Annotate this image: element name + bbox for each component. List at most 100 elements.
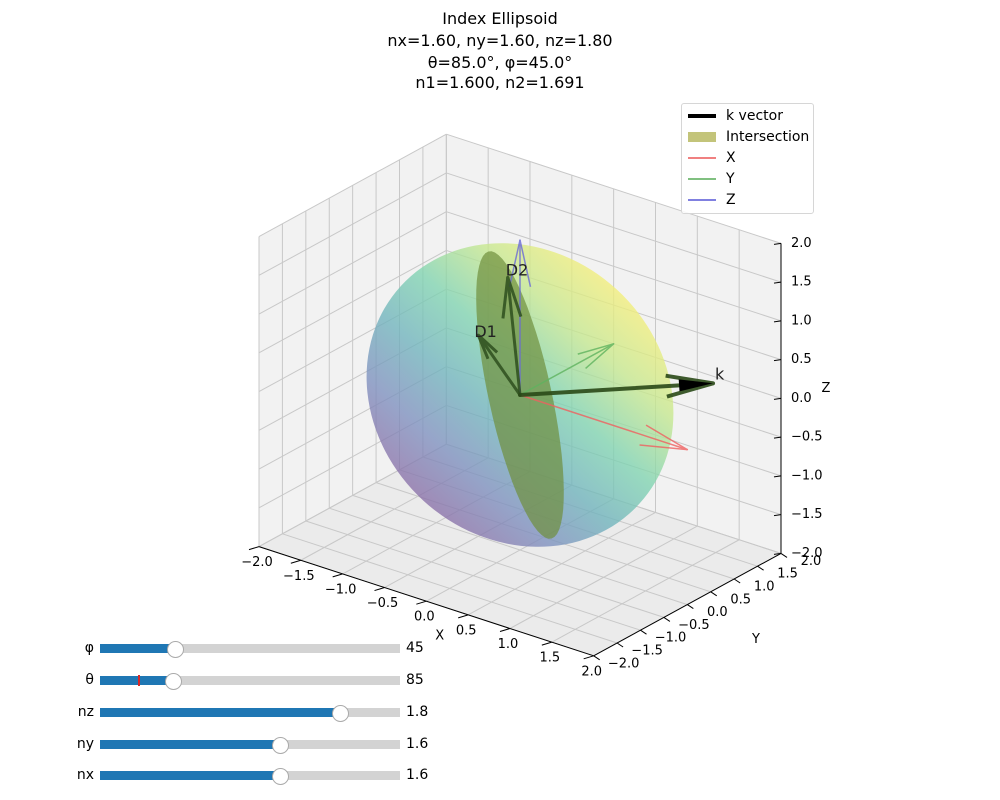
y-tick [616,642,624,648]
x-tick-label: 1.5 [540,651,561,666]
slider-ny[interactable]: ny 1.6 [0,734,460,754]
grid-line [446,172,782,283]
d1-arrow-head [476,334,490,360]
slider-label: nx [76,767,94,783]
slider-value: 1.6 [406,767,429,783]
title-line-1: Index Ellipsoid [442,9,558,28]
slider-nx[interactable]: nx 1.6 [0,765,460,785]
y-axis-arrow-head [577,343,614,355]
x-tick [374,587,385,592]
slider-label: θ [85,672,94,688]
slider-track[interactable] [100,705,400,722]
legend-swatch-x [688,157,716,159]
z-tick [773,552,782,555]
title-line-2: nx=1.60, ny=1.60, nz=1.80 [387,31,613,50]
y-tick [757,565,764,571]
grid-line [352,494,688,606]
legend-swatch-k-vector [688,114,716,118]
x-tick-label: 2.0 [581,664,602,679]
legend-swatch-intersection [688,132,716,142]
k-vector-head [678,379,713,392]
slider-track[interactable] [100,768,400,785]
x-tick [458,614,469,619]
z-tick [773,397,782,400]
grid-line [258,133,447,238]
y-tick-label: −0.5 [678,618,710,633]
slider-handle[interactable] [167,641,184,658]
x-axis-arrow-head [645,424,688,451]
slider-fill [100,740,280,749]
slider-label: ny [76,736,94,752]
grid-line [467,512,656,616]
z-axis-label: Z [822,381,831,396]
y-axis-arrow-shaft [519,343,615,396]
slider-label: nz [77,704,94,720]
k-vector-arrow-head [665,373,714,386]
slider-fill [100,644,175,653]
d2-arrow-head [506,276,523,318]
slider-track[interactable] [100,641,400,658]
y-tick-label: 0.5 [730,592,751,607]
d2-arrow-head [501,277,510,319]
slider-phi[interactable]: φ 45 [0,638,460,658]
y-tick [733,578,741,584]
legend-label: k vector [726,108,783,124]
title-line-4: n1=1.600, n2=1.691 [415,73,585,92]
z-axis-arrow-head [508,239,521,288]
z-tick-label: 2.0 [791,236,812,251]
y-tick [663,616,671,622]
d2-arrow [501,275,523,397]
y-tick [687,604,694,610]
slider-theta[interactable]: θ 85 [0,670,460,690]
z-tick-label: −2.0 [791,546,823,561]
z-tick [773,242,782,245]
slider-value: 45 [406,640,424,656]
y-tick-label: 1.0 [754,580,775,595]
slider-handle[interactable] [272,737,289,754]
legend-item-y: Y [682,169,735,189]
title-line-3: θ=85.0°, φ=45.0° [427,53,573,72]
y-tick [780,552,788,558]
x-axis-arrow-shaft [519,394,689,451]
z-axis-arrow [508,239,532,396]
legend-item-intersection: Intersection [682,127,809,147]
x-axis-arrow [519,394,689,451]
z-tick-label: −0.5 [791,430,823,445]
x-tick-label: −0.5 [367,596,399,611]
slider-track[interactable] [100,737,400,754]
slider-label: φ [84,640,94,656]
slider-value: 85 [406,672,424,688]
z-tick-label: −1.5 [791,507,823,522]
d1-arrow [476,333,522,397]
x-tick-label: −1.0 [325,582,357,597]
x-tick [248,546,260,551]
slider-handle[interactable] [164,673,182,690]
legend-item-k-vector: k vector [682,106,783,126]
axis-ticks: −2.0−2.0−2.0−1.5−1.5−1.5−1.0−1.0−1.0−0.5… [241,236,830,679]
z-tick [773,514,782,517]
x-tick [332,573,343,578]
z-tick-label: −1.0 [791,468,823,483]
d2-arrow-shaft [506,275,522,397]
slider-track[interactable] [100,673,400,690]
slider-nz[interactable]: nz 1.8 [0,702,460,722]
x-axis-label: X [435,628,444,643]
x-tick-label: −2.0 [241,555,273,570]
x-axis-arrow-head [639,444,688,451]
z-tick [773,475,782,478]
d1-arrow-shaft [476,333,522,397]
slider-handle[interactable] [332,705,349,722]
z-tick-label: 1.5 [791,275,812,290]
z-tick [773,359,782,362]
y-tick-label: −1.0 [655,631,687,646]
z-tick [773,281,782,284]
grid-line [258,250,447,354]
slider-handle[interactable] [272,768,289,785]
x-tick [416,600,427,605]
y-tick-label: 2.0 [801,554,822,569]
y-tick-label: −2.0 [608,656,640,671]
legend: k vector Intersection X Y Z [681,103,814,214]
d2-label: D2 [506,260,529,279]
grid-line [258,211,447,315]
